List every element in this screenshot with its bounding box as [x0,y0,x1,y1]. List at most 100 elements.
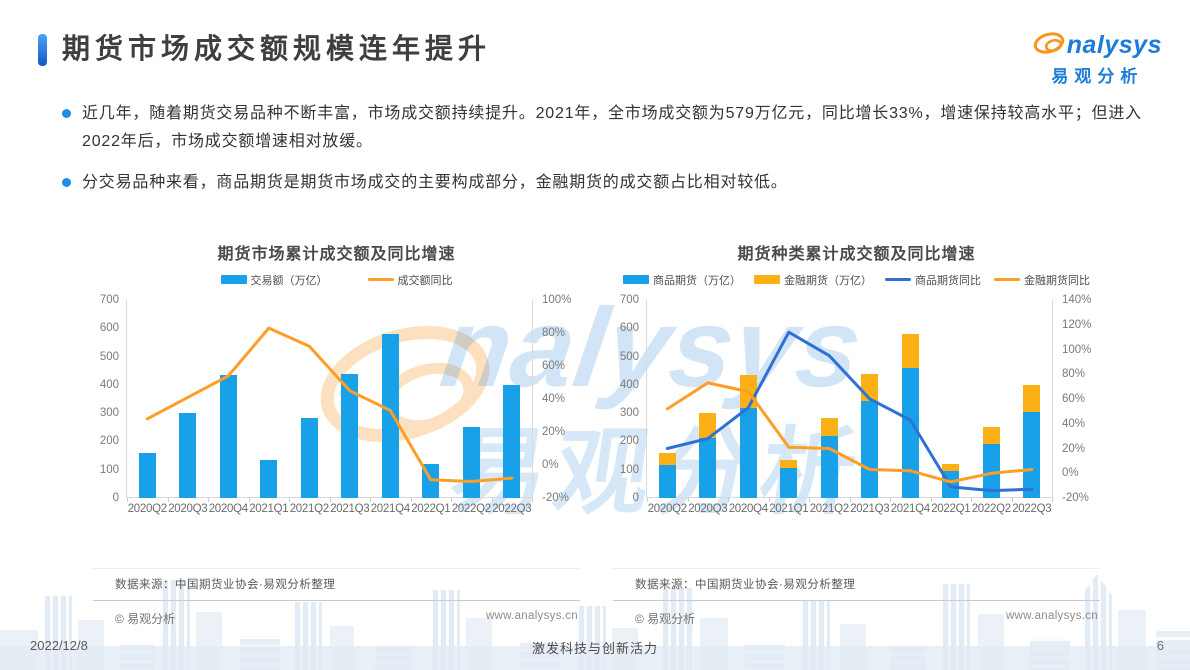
y-axis-tick-right: 140% [1062,294,1092,306]
legend-label: 商品期货同比 [915,274,981,287]
y-axis-tick-left: 700 [619,294,639,306]
y-axis-tick-right: 20% [1062,442,1086,455]
legend-label: 商品期货（万亿） [653,274,741,287]
data-source: 数据来源：中国期货业协会·易观分析整理 [93,568,580,601]
x-axis-tick [1052,498,1053,502]
chart-legend: 交易额（万亿） 成交额同比 [93,273,580,287]
header: 期货市场成交额规模连年提升 nalysys 易观分析 [38,30,1162,87]
plot-area: 2020Q2 2020Q3 2020Q4 2021Q1 2021Q2 2021Q3 2021… [126,300,533,515]
footer-slogan: 激发科技与创新活力 [531,641,658,656]
y-axis-right: 140% 120% 100% 80% 60% 40% 20% 0% -20% [1053,294,1099,522]
y-axis-tick-right: 0% [1062,467,1079,480]
y-axis-tick-left: 0 [632,492,639,504]
y-axis-tick-left: 0 [112,492,119,504]
x-axis-label: 2022Q1 [411,503,451,515]
legend-label: 成交额同比 [397,274,453,287]
title-accent-bar [38,34,47,66]
legend-line-swatch [885,278,911,281]
x-axis-tick [329,498,331,502]
x-axis-label: 2020Q4 [208,503,248,515]
bar-2021Q1 [260,459,278,498]
x-axis-line [126,497,533,498]
y-axis-tick-left: 100 [619,463,639,476]
bar-2022Q2 [982,443,1000,498]
bar-2021Q4 [381,334,399,498]
y-axis-tick-left: 300 [99,407,119,420]
x-axis-label: 2020Q2 [647,503,687,515]
y-axis-tick-left: 300 [619,407,639,420]
legend-label: 金融期货（万亿） [784,274,872,287]
copyright: © 易观分析 [635,612,696,626]
legend-bar-swatch [220,275,247,284]
x-axis-label: 2020Q3 [688,503,728,515]
y-axis-tick-right: 120% [1062,318,1092,331]
y-axis-tick-left: 600 [99,322,119,335]
x-axis-tick [410,498,412,502]
bar-2022Q1 [942,463,960,472]
x-axis-label: 2022Q2 [451,503,491,515]
x-axis-label: 2021Q1 [769,503,809,515]
x-axis-label: 2021Q3 [330,503,370,515]
y-axis-tick-right: 80% [542,327,566,339]
bar-2022Q2 [982,426,1000,444]
x-axis-tick [890,498,891,502]
y-axis-tick-left: 400 [99,378,119,391]
x-axis-label: 2021Q4 [370,503,410,515]
x-axis-label: 2021Q1 [249,503,289,515]
y-axis-tick-right: -20% [1062,492,1089,504]
page-title: 期货市场成交额规模连年提升 [62,33,492,64]
y-axis-tick-left: 200 [99,435,119,448]
x-axis-tick [687,498,689,502]
bar-2021Q2 [820,417,838,437]
bar-2020Q3 [179,413,197,498]
bar-2022Q3 [503,384,521,498]
y-axis-tick-right: 100% [542,294,572,306]
legend-line-swatch [994,278,1020,281]
y-axis-tick-left: 400 [619,378,639,391]
x-axis-tick [167,498,169,502]
x-axis-label: 2021Q3 [850,503,890,515]
y-axis-tick-left: 700 [99,294,119,306]
website-url: www.analysys.cn [1005,610,1098,622]
line-series-layer [145,326,514,483]
x-axis-tick [728,498,729,502]
legend-item: 金融期货（万亿） [754,272,872,288]
bullet-item: 分交易品种来看，商品期货是期货市场成交的主要构成部分，金融期货的成交额占比相对较… [60,169,1145,197]
x-axis-tick [208,498,209,502]
bar-2021Q1 [780,459,798,469]
y-axis-tick-right: 80% [1062,368,1086,381]
plot-area: 2020Q2 2020Q3 2020Q4 2021Q1 2021Q2 2021Q3 2021… [646,300,1053,515]
bar-2021Q4 [901,334,919,368]
y-axis-right: 100% 80% 60% 40% 20% 0% -20% [533,294,579,522]
y-axis-tick-right: 40% [1062,417,1086,430]
analysys-logo: nalysys 易观分析 [1033,30,1162,87]
bullet-dot-icon [62,109,71,118]
bar-2021Q3 [861,401,879,498]
y-axis-left: 700 600 500 400 300 200 100 0 [93,294,126,522]
logo-brand-cn: 易观分析 [1051,67,1144,86]
bar-2020Q3 [699,438,717,498]
legend-item: 商品期货同比 [885,272,981,288]
x-axis-tick [647,498,648,502]
x-axis-tick [491,498,493,502]
x-axis-tick [930,498,932,502]
x-axis-tick [532,498,533,502]
legend-line-swatch [367,278,394,281]
x-axis-tick [809,498,810,502]
legend-bar-swatch [623,275,649,284]
y-axis-tick-right: 40% [542,393,566,405]
data-source: 数据来源：中国期货业协会·易观分析整理 [613,568,1100,601]
bar-2021Q4 [901,367,919,498]
y-axis-tick-left: 500 [619,350,639,363]
charts-row: 期货市场累计成交额及同比增速 交易额（万亿） 成交额同比 700 600 500 400… [93,236,1100,627]
chart-futures-market-total: 期货市场累计成交额及同比增速 交易额（万亿） 成交额同比 700 600 500 400… [93,236,580,627]
y-axis-tick-left: 200 [619,435,639,448]
footer: 2022/12/8 激发科技与创新活力 6 [0,638,1190,656]
footer-date: 2022/12/8 [30,638,88,653]
bar-2022Q3 [1023,412,1041,498]
y-axis-tick-right: -20% [542,492,569,504]
x-axis-label: 2020Q4 [728,503,768,515]
page-number: 6 [1156,638,1164,653]
city-skyline [0,560,1190,670]
